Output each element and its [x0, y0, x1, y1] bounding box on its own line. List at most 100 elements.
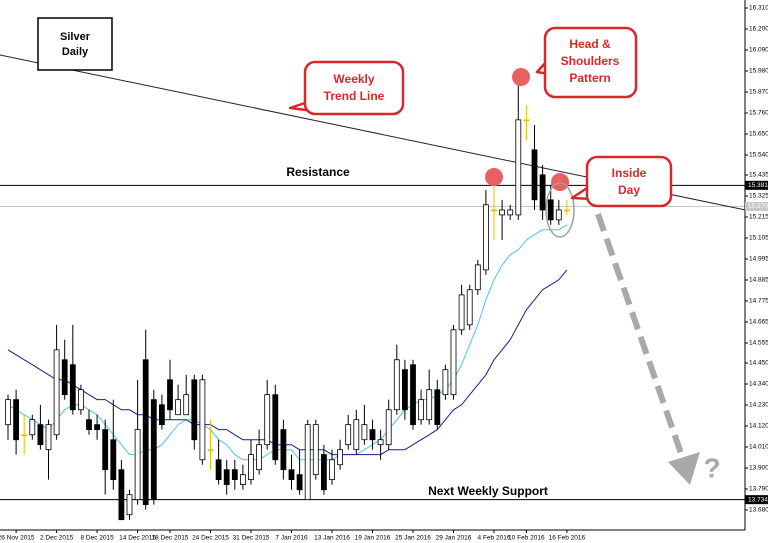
candle-body — [53, 349, 60, 436]
candle-body — [118, 469, 125, 521]
candle-body — [564, 209, 570, 212]
callout-text: Trend Line — [324, 89, 385, 103]
candle-body — [248, 454, 254, 481]
candle-body — [361, 424, 368, 441]
callout-text: Pattern — [569, 71, 610, 85]
candle-body — [434, 389, 441, 426]
candle-body — [86, 419, 92, 431]
candle-body — [78, 389, 84, 411]
candle-body — [466, 289, 473, 326]
candle-body — [150, 399, 157, 501]
callout-text: Day — [618, 183, 640, 197]
y-tick-label: 14.230 — [749, 402, 768, 409]
y-tick-label: 14.775 — [749, 298, 768, 305]
candle-body — [264, 394, 271, 446]
y-tick-label: 15.870 — [749, 89, 768, 96]
x-tick-label: 29 Jan 2016 — [436, 535, 472, 542]
callout-box — [303, 60, 405, 116]
x-tick-label: 14 Dec 2015 — [119, 535, 156, 542]
highlight-circle — [551, 173, 569, 191]
candle-body — [45, 424, 52, 451]
y-tick-label: 14.665 — [749, 319, 768, 326]
candle-body — [410, 364, 416, 426]
y-tick-label: 14.885 — [749, 277, 768, 284]
candle-body — [555, 209, 562, 221]
moving-average — [7, 269, 568, 456]
candle-body — [515, 119, 522, 216]
x-tick-label: 10 Feb 2016 — [508, 535, 545, 542]
candle-body — [69, 364, 76, 411]
candle-body — [37, 424, 44, 446]
candle-body — [345, 424, 352, 446]
candle-body — [369, 429, 376, 441]
y-tick-label: 14.340 — [749, 381, 768, 388]
candle-body — [329, 459, 335, 481]
candle-body — [442, 369, 449, 396]
y-tick-label: 14.120 — [749, 423, 768, 430]
candle-body — [256, 444, 263, 471]
callout-box — [585, 155, 673, 208]
price-level-box — [745, 202, 768, 212]
candle-body — [547, 199, 554, 221]
y-tick-label: 14.995 — [749, 256, 768, 263]
y-tick-label: 14.010 — [749, 444, 768, 451]
candle-body — [191, 379, 198, 441]
label-box — [37, 17, 113, 71]
x-tick-label: 31 Dec 2015 — [233, 535, 270, 542]
candle-body — [134, 429, 141, 501]
projection-arrowhead — [668, 452, 700, 485]
moving-average — [7, 224, 568, 461]
y-tick-label: 16.310 — [749, 5, 768, 12]
candle-body — [126, 494, 133, 516]
candle-body — [142, 359, 149, 506]
x-tick-label: 4 Feb 2016 — [478, 535, 511, 542]
y-tick-label: 13.900 — [749, 465, 768, 472]
candle-body — [21, 434, 28, 437]
x-tick-label: 16 Feb 2016 — [549, 535, 586, 542]
y-tick-label: 15.325 — [749, 193, 768, 200]
candle-body — [507, 209, 514, 216]
y-tick-label: 13.680 — [749, 507, 768, 514]
candle-body — [5, 399, 11, 426]
x-tick-label: 18 Dec 2015 — [152, 535, 189, 542]
y-tick-label: 14.555 — [749, 340, 768, 347]
x-tick-label: 13 Jan 2016 — [314, 535, 350, 542]
candle-body — [288, 469, 295, 481]
candle-body — [29, 419, 36, 436]
callout-text: Inside — [612, 166, 647, 180]
candle-body — [337, 449, 344, 466]
y-tick-label: 16.200 — [749, 26, 768, 33]
y-tick-label: 15.980 — [749, 68, 768, 75]
y-tick-label: 16.090 — [749, 47, 768, 54]
candle-body — [272, 394, 279, 461]
x-tick-label: 19 Jan 2016 — [355, 535, 391, 542]
candle-body — [482, 204, 489, 271]
candle-body — [393, 359, 400, 411]
candle-body — [280, 429, 287, 471]
projection-arrow — [595, 213, 687, 463]
candle-body — [385, 409, 392, 446]
candle-body — [61, 359, 68, 396]
candle-body — [199, 379, 206, 461]
y-tick-label: 15.760 — [749, 110, 768, 117]
label-box-text: Silver — [60, 31, 91, 43]
callout-text: Weekly — [333, 72, 374, 86]
plot-layer — [0, 54, 745, 521]
y-tick-label: 15.540 — [749, 152, 768, 159]
candle-body — [239, 474, 246, 485]
candle-body — [474, 264, 481, 291]
candle-body — [223, 469, 230, 485]
x-tick-label: 7 Jan 2016 — [275, 535, 308, 542]
highlight-circle — [485, 168, 503, 186]
candle-body — [523, 119, 530, 122]
candle-body — [426, 389, 433, 421]
price-level-label: 13.734 — [748, 496, 768, 503]
candle-body — [167, 379, 173, 411]
y-tick-label: 15.650 — [749, 131, 768, 138]
candle-body — [215, 459, 222, 481]
candle-body — [539, 174, 546, 211]
candle-body — [175, 399, 182, 416]
